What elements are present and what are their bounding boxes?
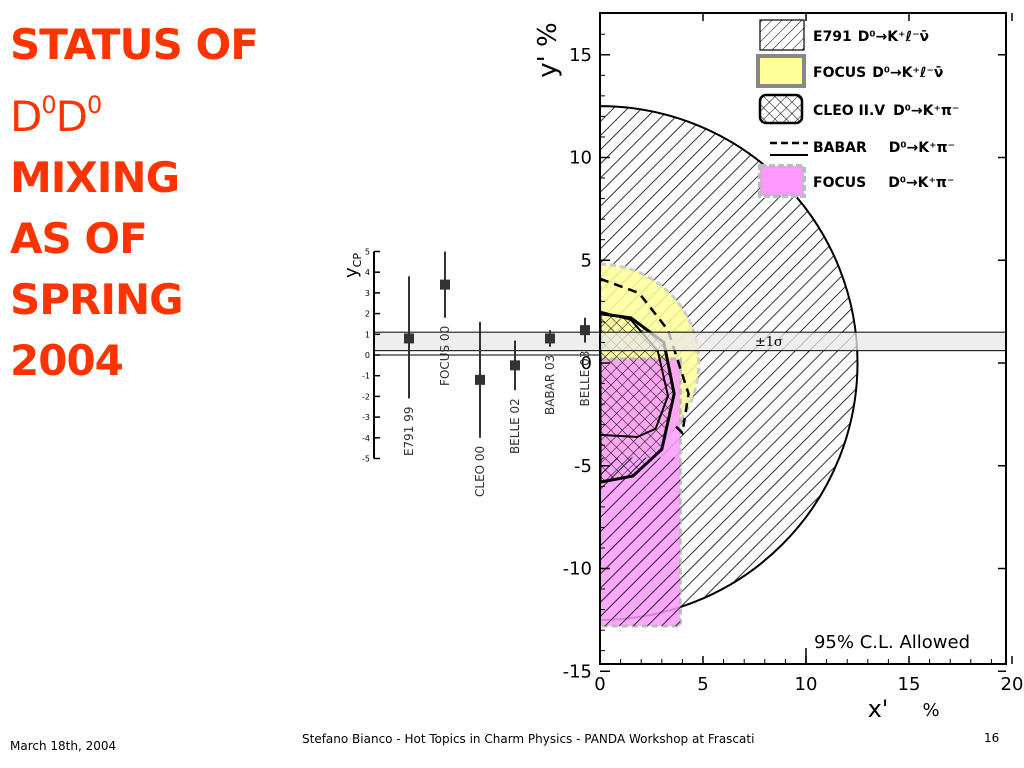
ycp-tick-label: 3 bbox=[365, 289, 370, 298]
plot-frame bbox=[599, 12, 1007, 665]
ycp-point bbox=[580, 325, 590, 336]
legend-e791-exp: E791 bbox=[813, 29, 852, 45]
ycp-point-label: BELLE 03 bbox=[578, 351, 592, 407]
legend-focus-had-exp: FOCUS bbox=[813, 175, 866, 191]
legend-swatch-focus-had bbox=[758, 164, 806, 198]
title-line-year: 2004 bbox=[10, 336, 124, 385]
ycp-tick-label: 0 bbox=[365, 351, 370, 360]
ycp-tick-label: -3 bbox=[362, 413, 370, 422]
ycp-point bbox=[510, 360, 520, 371]
legend-swatch-focus-sl bbox=[756, 54, 806, 88]
ycp-point bbox=[475, 374, 485, 385]
ycp-points: E791 99 FOCUS 00 CLEO 00 BELLE 02 BABAR 03 BE… bbox=[402, 251, 592, 497]
slide-title: STATUS OF D0D0 MIXING AS OF SPRING 2004 bbox=[10, 14, 310, 391]
ycp-tick-label: 1 bbox=[365, 330, 370, 339]
legend-e791-decay: D⁰→K⁺ℓ⁻ν̄ bbox=[858, 29, 929, 45]
title-sup-1: 0 bbox=[41, 91, 56, 119]
x-axis-unit: % bbox=[922, 700, 939, 721]
ycp-point-label: BABAR 03 bbox=[543, 355, 557, 415]
x-tick-label: 15 bbox=[898, 674, 921, 695]
legend-focus-sl-decay: D⁰→K⁺ℓ⁻ν̄ bbox=[872, 65, 943, 81]
title-line-spring: SPRING bbox=[10, 275, 184, 324]
ycp-ylabel-sub: CP bbox=[351, 253, 364, 268]
y-tick-label: 15 bbox=[569, 45, 592, 66]
ycp-tick-label: -4 bbox=[362, 434, 370, 443]
legend-swatch-e791 bbox=[759, 19, 805, 51]
footer-page-number: 16 bbox=[984, 731, 1000, 745]
legend-focus-sl-exp: FOCUS bbox=[813, 65, 866, 81]
y-axis-label: y' % bbox=[533, 22, 563, 78]
legend-e791-label: E791 D⁰→K⁺ℓ⁻ν̄ bbox=[813, 29, 929, 45]
y-tick-label: -5 bbox=[574, 456, 592, 477]
focus-hadronic-hatch bbox=[600, 457, 681, 627]
title-sup-2: 0 bbox=[86, 91, 102, 119]
babar-contour bbox=[600, 277, 690, 436]
allowed-regions bbox=[600, 105, 859, 628]
babar-inner-contour bbox=[600, 310, 670, 438]
x-tick-label: 20 bbox=[1001, 674, 1024, 695]
ycp-ylabel-main: y bbox=[341, 267, 362, 278]
y-tick-label: 0 bbox=[581, 353, 592, 374]
one-sigma-band bbox=[373, 331, 1007, 352]
ycp-tick-label: -1 bbox=[362, 372, 370, 381]
ycp-tick-label: 5 bbox=[365, 248, 370, 257]
ycp-tick-label: -2 bbox=[362, 392, 370, 401]
y-tick-label: 10 bbox=[569, 148, 592, 169]
ycp-point-label: CLEO 00 bbox=[473, 446, 487, 497]
ycp-ylabel: yCP bbox=[341, 253, 364, 278]
ycp-point-label: E791 99 bbox=[402, 406, 416, 456]
title-line-mixing: MIXING bbox=[10, 153, 180, 202]
title-line-asof: AS OF bbox=[10, 214, 148, 263]
y-tick-label: -10 bbox=[563, 559, 592, 580]
x-tick-label: 0 bbox=[594, 674, 605, 695]
legend: E791 D⁰→K⁺ℓ⁻ν̄ FOCUS D⁰→K⁺ℓ⁻ν̄ CLEO II.V D⁰… bbox=[756, 19, 959, 198]
legend-cleo-decay: D⁰→K⁺π⁻ bbox=[893, 103, 959, 119]
legend-focus-had-label: FOCUS D⁰→K⁺π⁻ bbox=[813, 175, 954, 191]
y-tick-label: -15 bbox=[563, 661, 592, 682]
legend-focus-sl-label: FOCUS D⁰→K⁺ℓ⁻ν̄ bbox=[813, 65, 943, 81]
x-tick-label: 5 bbox=[697, 674, 708, 695]
cl-annotation: 95% C.L. Allowed bbox=[814, 632, 970, 653]
ycp-tick-label: -5 bbox=[362, 455, 370, 464]
cleo-region bbox=[600, 312, 676, 484]
legend-babar-exp: BABAR bbox=[813, 140, 867, 156]
x-axis-label: x' bbox=[868, 695, 889, 723]
main-axes: 0 5 10 15 20 15 10 5 0 -5 -10 -15 bbox=[563, 13, 1024, 695]
legend-babar-label: BABAR D⁰→K⁺π⁻ bbox=[813, 140, 955, 156]
legend-babar-decay: D⁰→K⁺π⁻ bbox=[889, 140, 955, 156]
title-line-status: STATUS OF bbox=[10, 20, 259, 69]
title-d-1: D bbox=[10, 92, 42, 141]
ycp-point bbox=[545, 333, 555, 344]
y-tick-label: 5 bbox=[581, 250, 592, 271]
x-tick-label: 10 bbox=[795, 674, 818, 695]
legend-cleo-label: CLEO II.V D⁰→K⁺π⁻ bbox=[813, 103, 959, 119]
ycp-point-label: BELLE 02 bbox=[508, 398, 522, 454]
ycp-point bbox=[404, 333, 414, 344]
ycp-tick-label: 4 bbox=[365, 268, 370, 277]
footer-credit: Stefano Bianco - Hot Topics in Charm Phy… bbox=[302, 732, 755, 746]
ycp-tick-label: 2 bbox=[365, 310, 370, 319]
ycp-point bbox=[440, 279, 450, 290]
title-line-d0d0: D0D0 bbox=[10, 75, 310, 147]
title-d-2: D bbox=[55, 92, 88, 141]
ycp-point-label: FOCUS 00 bbox=[438, 326, 452, 386]
footer-date: March 18th, 2004 bbox=[10, 739, 117, 753]
ycp-inset: 5 4 3 2 1 0 -1 -2 -3 -4 -5 yCP E791 99 FOCUS 00 CLEO… bbox=[341, 248, 600, 497]
legend-focus-had-decay: D⁰→K⁺π⁻ bbox=[888, 175, 954, 191]
legend-cleo-exp: CLEO II.V bbox=[813, 103, 885, 119]
one-sigma-label: ±1σ bbox=[755, 335, 783, 350]
legend-swatch-cleo bbox=[758, 93, 804, 125]
